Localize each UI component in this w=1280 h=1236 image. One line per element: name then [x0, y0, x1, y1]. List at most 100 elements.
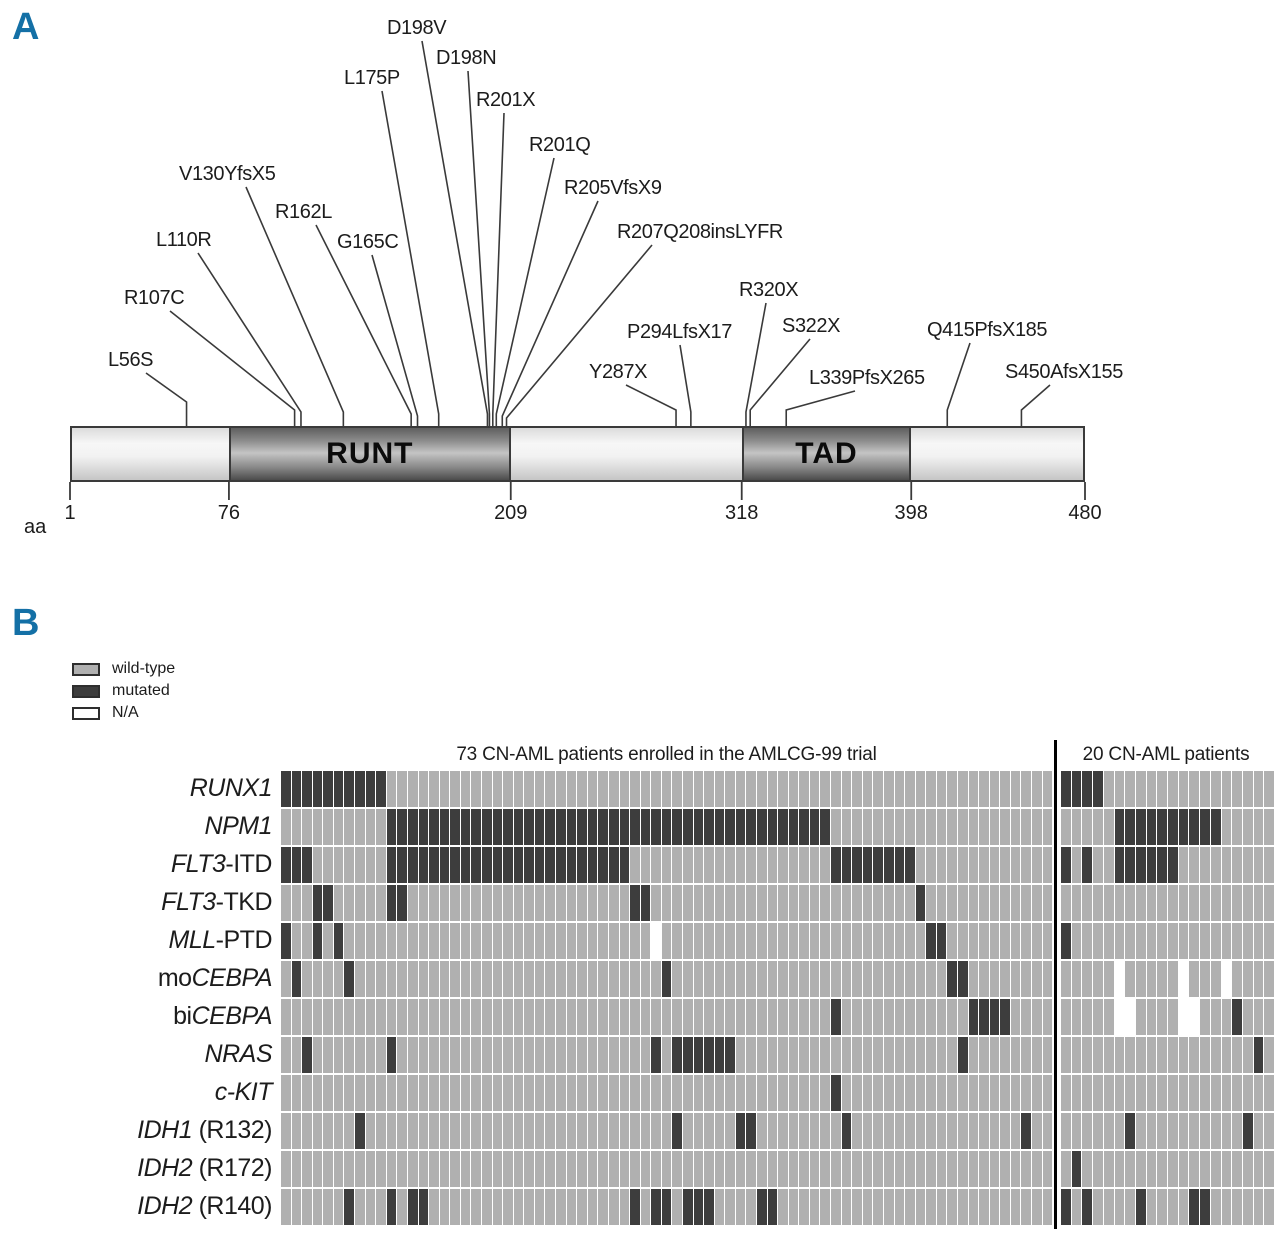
heatmap-cell-wt [1010, 1151, 1021, 1187]
heatmap-cell-wt [556, 885, 566, 921]
heatmap-cell-wt [735, 1037, 746, 1073]
mutation-label: L175P [344, 67, 400, 89]
heatmap-cell-wt [661, 771, 672, 807]
heatmap-cell-wt [397, 961, 407, 997]
heatmap-cell-mut [958, 961, 968, 997]
heatmap-cell-mut [333, 923, 344, 959]
heatmap-cell-wt [397, 1113, 407, 1149]
heatmap-cell-wt [926, 961, 936, 997]
heatmap-cell-wt [1232, 1075, 1242, 1111]
heatmap-cell-wt [820, 999, 831, 1035]
heatmap-cell-wt [556, 1189, 566, 1225]
heatmap-cell-wt [1253, 771, 1264, 807]
heatmap-cell-wt [460, 1113, 471, 1149]
heatmap-cell-wt [1021, 923, 1032, 959]
row-label-c-kit: c-KIT [0, 1075, 273, 1111]
heatmap-cell-wt [926, 809, 936, 845]
heatmap-cell-wt [640, 1037, 651, 1073]
heatmap-cell-wt [376, 885, 386, 921]
heatmap-cell-wt [291, 809, 302, 845]
heatmap-cell-wt [852, 1189, 862, 1225]
heatmap-cell-wt [1253, 885, 1264, 921]
heatmap-cell-wt [1210, 1151, 1221, 1187]
heatmap-cell-wt [281, 885, 291, 921]
heatmap-cell-wt [767, 961, 778, 997]
heatmap-cell-wt [1232, 1151, 1242, 1187]
heatmap-cell-wt [630, 847, 640, 883]
heatmap-cell-wt [481, 771, 492, 807]
heatmap-cell-wt [1221, 923, 1232, 959]
heatmap-cell-wt [524, 1189, 534, 1225]
heatmap-cell-mut [841, 1113, 852, 1149]
heatmap-cell-mut [630, 1189, 640, 1225]
heatmap-cell-wt [450, 1113, 460, 1149]
heatmap-cell-mut [661, 809, 672, 845]
heatmap-cell-wt [1010, 1075, 1021, 1111]
heatmap-cell-wt [1178, 1037, 1189, 1073]
heatmap-cell-wt [556, 999, 566, 1035]
heatmap-cell-wt [947, 1189, 957, 1225]
heatmap-cell-wt [788, 847, 799, 883]
heatmap-cell-wt [577, 961, 587, 997]
heatmap-cell-wt [905, 809, 915, 845]
heatmap-cell-mut [492, 809, 503, 845]
heatmap-cell-mut [704, 1189, 714, 1225]
axis-tick-number: 76 [217, 502, 241, 524]
heatmap-cell-mut [968, 999, 979, 1035]
heatmap-cell-wt [894, 1151, 905, 1187]
heatmap-cell-wt [682, 1075, 693, 1111]
heatmap-cell-wt [672, 999, 682, 1035]
heatmap-cell-wt [407, 771, 418, 807]
heatmap-row-section [281, 1189, 1053, 1225]
heatmap-cell-wt [1146, 885, 1157, 921]
heatmap-cell-wt [344, 809, 355, 845]
heatmap-cell-wt [894, 961, 905, 997]
heatmap-cell-mut [1253, 1037, 1264, 1073]
heatmap-cell-wt [418, 999, 429, 1035]
axis-tick-number: 318 [725, 502, 759, 524]
heatmap-cell-wt [1146, 1075, 1157, 1111]
heatmap-cell-wt [460, 1037, 471, 1073]
heatmap-cell-wt [524, 1113, 534, 1149]
heatmap-cell-wt [1042, 809, 1053, 845]
heatmap-cell-wt [936, 847, 947, 883]
heatmap-cell-wt [481, 885, 492, 921]
heatmap-cell-wt [355, 1075, 365, 1111]
heatmap-cell-mut [1146, 809, 1157, 845]
legend-swatch-na [72, 707, 100, 720]
heatmap-cell-wt [1000, 847, 1010, 883]
heatmap-cell-wt [1221, 999, 1232, 1035]
heatmap-cell-wt [1232, 1189, 1242, 1225]
heatmap-cell-mut [788, 809, 799, 845]
row-label-part: MLL [168, 926, 217, 954]
heatmap-cell-wt [1103, 809, 1114, 845]
heatmap-cell-wt [1253, 961, 1264, 997]
heatmap-cell-wt [439, 885, 450, 921]
heatmap-cell-mut [376, 771, 386, 807]
heatmap-cell-wt [1071, 999, 1082, 1035]
heatmap-cell-wt [1021, 999, 1032, 1035]
heatmap-cell-wt [534, 1037, 545, 1073]
heatmap-cell-wt [355, 885, 365, 921]
heatmap-cell-wt [714, 923, 725, 959]
heatmap-row-section [1061, 1037, 1275, 1073]
heatmap-cell-wt [1114, 1189, 1125, 1225]
heatmap-cell-mut [704, 809, 714, 845]
heatmap-cell-wt [746, 1189, 757, 1225]
heatmap-cell-wt [312, 1037, 323, 1073]
heatmap-cell-wt [968, 1075, 979, 1111]
heatmap-cell-na [1189, 999, 1200, 1035]
heatmap-cell-mut [598, 809, 608, 845]
legend-label: mutated [112, 682, 170, 699]
heatmap-cell-mut [439, 847, 450, 883]
heatmap-row-section [1061, 923, 1275, 959]
axis-tick-number: 398 [894, 502, 928, 524]
heatmap-cell-wt [1168, 1151, 1178, 1187]
heatmap-cell-wt [989, 923, 1000, 959]
heatmap-cell-mut [1082, 847, 1093, 883]
heatmap-cell-wt [841, 885, 852, 921]
heatmap-cell-mut [397, 809, 407, 845]
heatmap-cell-wt [831, 771, 841, 807]
heatmap-cell-wt [841, 1189, 852, 1225]
leader-line [245, 186, 345, 426]
